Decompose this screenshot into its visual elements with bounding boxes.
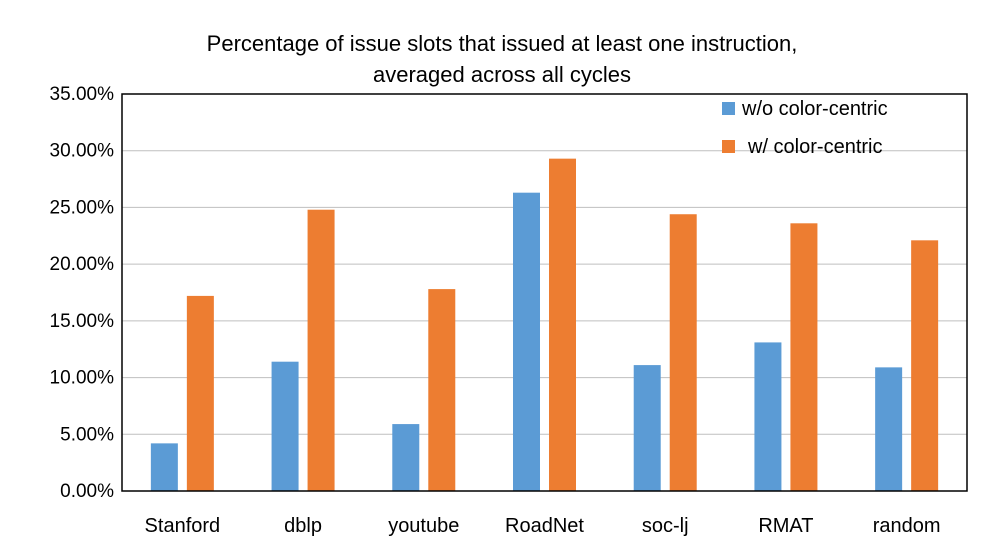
bar-with-color-centric-youtube [428,289,456,491]
bar-with-color-centric-soc-lj [669,214,697,491]
y-axis-tick-labels: 0.00% 5.00% 10.00% 15.00% 20.00% 25.00% 30.00%… [50,84,115,502]
x-category-label: Stanford [145,515,221,537]
x-category-label: RoadNet [505,515,584,537]
bars [150,158,939,491]
x-category-label: dblp [284,515,322,537]
bar-without-color-centric-stanford [150,443,178,491]
bar-with-color-centric-stanford [186,295,214,491]
chart-title-line-1: Percentage of issue slots that issued at… [207,31,798,56]
x-category-label: random [873,515,941,537]
chart-title-line-2: averaged across all cycles [373,62,631,87]
y-tick-label: 15.00% [50,311,115,332]
bar-without-color-centric-youtube [392,424,420,491]
y-tick-label: 5.00% [60,424,114,445]
legend: w/o color-centric w/ color-centric [722,98,888,158]
legend-swatch [722,102,735,115]
legend-swatch [722,140,735,153]
x-axis-category-labels: Stanford dblp youtube RoadNet soc-lj RMAT rand… [145,515,941,537]
bar-without-color-centric-soc-lj [633,365,661,491]
legend-label: w/ color-centric [747,136,882,158]
y-tick-label: 20.00% [50,254,115,275]
x-category-label: youtube [388,515,459,537]
bar-with-color-centric-dblp [307,209,335,491]
y-tick-label: 35.00% [50,84,115,105]
y-tick-label: 25.00% [50,197,115,218]
bar-without-color-centric-random [875,367,903,491]
y-tick-label: 30.00% [50,141,115,162]
bar-with-color-centric-rmat [790,223,818,491]
plot-area-border [121,93,968,492]
y-tick-label: 0.00% [60,481,114,502]
bar-with-color-centric-random [911,240,939,491]
x-category-label: RMAT [758,515,813,537]
bar-without-color-centric-rmat [754,342,782,491]
legend-label: w/o color-centric [741,98,888,120]
gridlines [122,150,967,435]
bar-with-color-centric-roadnet [549,158,576,491]
y-tick-label: 10.00% [50,368,115,389]
bar-without-color-centric-roadnet [513,192,540,491]
x-category-label: soc-lj [642,515,689,537]
bar-without-color-centric-dblp [271,361,299,491]
